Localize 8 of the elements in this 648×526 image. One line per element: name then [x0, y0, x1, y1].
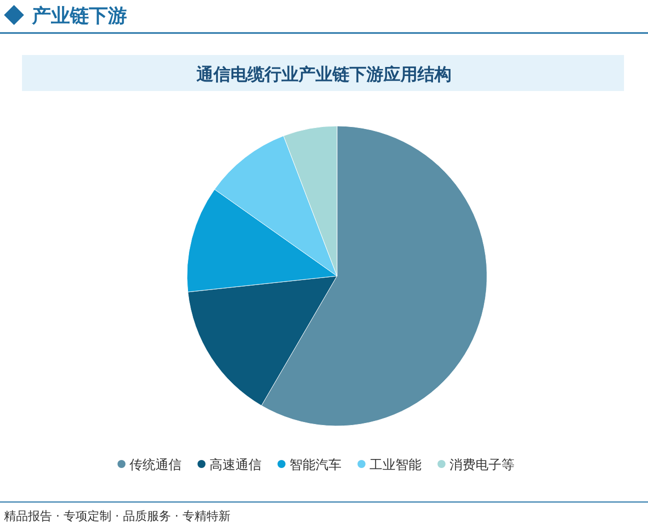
legend-label: 工业智能	[370, 458, 422, 473]
legend-label: 传统通信	[130, 458, 182, 473]
text: 精品报告 · 专项定制 · 品质服务 · 专精特新	[4, 509, 230, 523]
legend-label: 智能汽车	[290, 458, 342, 473]
chart-title: 通信电缆行业产业链下游应用结构	[196, 65, 452, 85]
legend-label: 高速通信	[210, 457, 262, 473]
legend-label: 消费电子等	[450, 458, 514, 473]
text: 产业链下游	[31, 5, 127, 27]
